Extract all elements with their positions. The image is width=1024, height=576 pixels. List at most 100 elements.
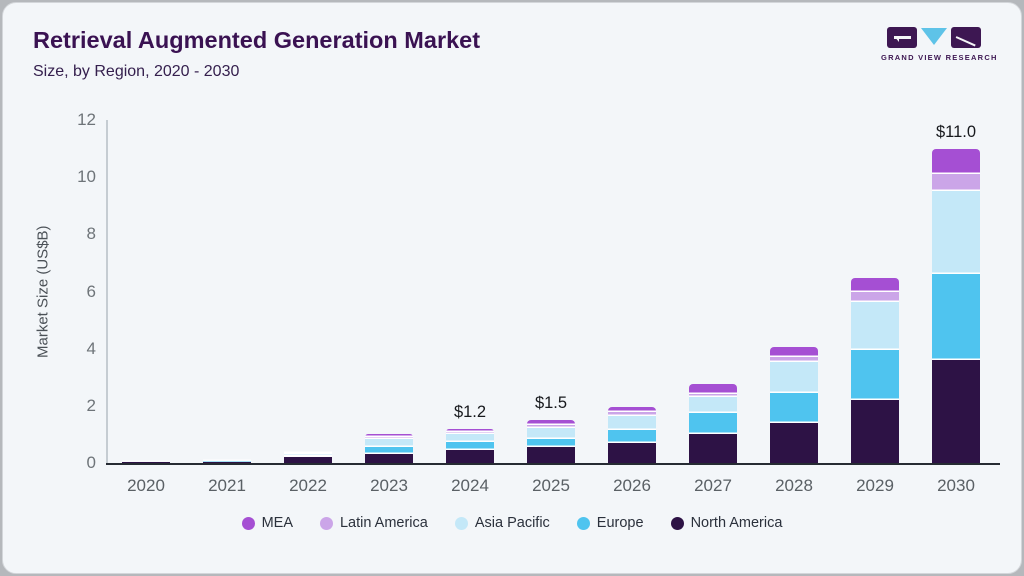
y-axis-title: Market Size (US$B) (34, 225, 52, 358)
bar-segment-2022-europe (284, 455, 332, 458)
legend-item-latin-america: Latin America (319, 515, 428, 531)
bar-segment-2020-north-america (122, 462, 170, 463)
bar-2025 (527, 420, 575, 463)
y-axis-line (106, 120, 108, 463)
page-subtitle: Size, by Region, 2020 - 2030 (33, 63, 240, 80)
x-axis-line (106, 463, 1000, 465)
bar-segment-2027-north-america (689, 434, 737, 463)
gvr-g-glyph-icon (894, 36, 911, 42)
chart-legend: MEA Latin America Asia Pacific Europe North … (3, 515, 1021, 531)
legend-item-europe: Europe (576, 515, 644, 531)
legend-label: North America (690, 515, 783, 531)
y-tick-label-12: 12 (77, 110, 96, 129)
x-tick-label-2028: 2028 (775, 476, 813, 495)
bar-segment-2025-latin-america (527, 425, 575, 429)
bar-2021 (203, 460, 251, 463)
bar-segment-2021-north-america (203, 461, 251, 463)
bar-2023 (365, 434, 413, 463)
bar-2022 (284, 453, 332, 463)
bar-segment-2027-asia-pacific (689, 397, 737, 413)
legend-dot-north-america-icon (670, 516, 684, 530)
legend-dot-latin-america-icon (319, 516, 333, 530)
bar-segment-2030-europe (932, 274, 980, 361)
y-tick-label-8: 8 (86, 224, 96, 244)
legend-item-asia-pacific: Asia Pacific (454, 515, 550, 531)
bar-2026 (608, 407, 656, 463)
bar-segment-2029-europe (851, 350, 899, 401)
gvr-v-triangle-icon (921, 28, 947, 45)
bar-segment-2026-north-america (608, 443, 656, 463)
x-tick-label-2023: 2023 (370, 476, 408, 495)
bar-segment-2029-latin-america (851, 292, 899, 302)
legend-dot-asia-pacific-icon (454, 516, 468, 530)
legend-item-north-america: North America (670, 515, 783, 531)
bar-2024 (446, 428, 494, 463)
bar-2020 (122, 461, 170, 463)
bar-segment-2024-europe (446, 441, 494, 451)
bar-segment-2026-latin-america (608, 412, 656, 416)
legend-label: Latin America (339, 515, 428, 531)
bar-segment-2026-europe (608, 430, 656, 443)
plot-area: 0 2 4 6 8 10 12 2020 2021 2022 2023 2024 $1.2 2025 $1.… (77, 110, 1000, 495)
x-tick-label-2020: 2020 (127, 476, 165, 495)
y-tick-label-4: 4 (86, 338, 96, 358)
bar-segment-2021-asia-pacific (203, 460, 251, 462)
bar-segment-2030-asia-pacific (932, 191, 980, 275)
bar-segment-2024-north-america (446, 450, 494, 463)
bar-segment-2022-asia-pacific (284, 453, 332, 456)
page-title: Retrieval Augmented Generation Market (33, 27, 481, 53)
bar-segment-2023-europe (365, 447, 413, 455)
legend-dot-europe-icon (576, 516, 590, 530)
y-tick-label-10: 10 (77, 167, 96, 187)
y-tick-label-2: 2 (86, 395, 96, 415)
bar-segment-2028-mea (770, 347, 818, 357)
bar-segment-2025-asia-pacific (527, 428, 575, 439)
bar-segment-2028-latin-america (770, 356, 818, 362)
bar-value-label-2025: $1.5 (534, 394, 568, 413)
bar-2030 (932, 148, 980, 463)
gvr-r-glyph-icon (955, 36, 976, 47)
y-tick-label-6: 6 (86, 281, 96, 301)
x-tick-label-2024: 2024 (451, 476, 489, 495)
x-tick-label-2021: 2021 (208, 476, 246, 495)
bar-segment-2023-north-america (365, 454, 413, 463)
bar-segment-2025-europe (527, 438, 575, 448)
x-tick-label-2030: 2030 (937, 476, 975, 495)
bar-segment-2023-latin-america (365, 437, 413, 439)
bar-value-label-2024: $1.2 (453, 402, 487, 421)
bar-segment-2022-north-america (284, 457, 332, 463)
bar-segment-2025-mea (527, 420, 575, 426)
gvr-logo-left-block-icon (887, 27, 917, 48)
bar-segment-2029-asia-pacific (851, 301, 899, 351)
bar-segment-2027-mea (689, 384, 737, 394)
bar-segment-2030-north-america (932, 360, 980, 463)
bar-segment-2024-latin-america (446, 432, 494, 435)
legend-label: Asia Pacific (474, 515, 550, 531)
legend-dot-mea-icon (241, 516, 255, 530)
legend-label: Europe (596, 515, 644, 531)
bar-2027 (689, 384, 737, 463)
y-tick-label-0: 0 (86, 453, 96, 472)
x-tick-label-2025: 2025 (532, 476, 570, 495)
bar-segment-2027-latin-america (689, 393, 737, 398)
gvr-logo-right-block-icon (951, 27, 981, 48)
bar-segment-2024-mea (446, 428, 494, 433)
bar-2029 (851, 278, 899, 463)
legend-label: MEA (261, 515, 293, 531)
bar-segment-2029-mea (851, 278, 899, 293)
bar-segment-2028-europe (770, 392, 818, 423)
x-tick-label-2022: 2022 (289, 476, 327, 495)
x-tick-label-2029: 2029 (856, 476, 894, 495)
bar-segment-2029-north-america (851, 400, 899, 463)
gvr-logo-text: GRAND VIEW RESEARCH (881, 53, 998, 62)
bar-segment-2030-latin-america (932, 174, 980, 192)
bar-segment-2028-asia-pacific (770, 361, 818, 393)
bar-2028 (770, 347, 818, 463)
gvr-logo-mark (881, 27, 987, 49)
bar-segment-2023-mea (365, 434, 413, 438)
bar-segment-2027-europe (689, 412, 737, 435)
x-tick-label-2026: 2026 (613, 476, 651, 495)
bar-segment-2028-north-america (770, 422, 818, 463)
bar-segment-2025-north-america (527, 447, 575, 463)
